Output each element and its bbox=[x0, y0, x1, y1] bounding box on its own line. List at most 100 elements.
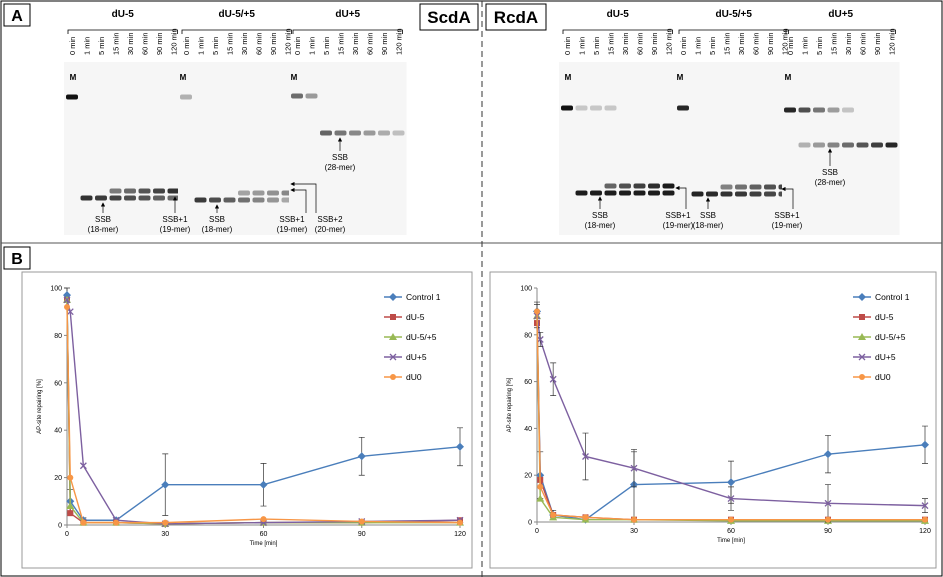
marker-label: M bbox=[291, 73, 298, 82]
y-tick-label: 20 bbox=[54, 475, 62, 482]
gel bbox=[559, 62, 677, 235]
time-label: 120 min bbox=[284, 28, 293, 55]
annotation: SSB+1 bbox=[774, 211, 800, 220]
band bbox=[799, 108, 811, 113]
band bbox=[764, 185, 776, 190]
time-label: 30 min bbox=[844, 32, 853, 55]
legend-marker bbox=[390, 314, 396, 320]
band bbox=[110, 189, 122, 194]
x-tick-label: 90 bbox=[824, 528, 832, 535]
band bbox=[750, 192, 762, 197]
point bbox=[261, 516, 267, 522]
band bbox=[799, 143, 811, 148]
band bbox=[886, 143, 898, 148]
marker-label: M bbox=[70, 73, 77, 82]
time-label: 5 min bbox=[97, 37, 106, 55]
point bbox=[825, 517, 831, 523]
point bbox=[80, 520, 86, 526]
band bbox=[871, 143, 883, 148]
annotation: (18-mer) bbox=[88, 225, 119, 234]
legend-label: dU-5/+5 bbox=[406, 332, 437, 342]
y-tick-label: 80 bbox=[54, 333, 62, 340]
legend-label: dU+5 bbox=[406, 352, 427, 362]
band bbox=[813, 108, 825, 113]
y-tick-label: 0 bbox=[528, 520, 532, 527]
point bbox=[457, 520, 463, 526]
figure: A ScdA RcdA B dU-5M0 min1 min5 min15 min… bbox=[0, 0, 943, 577]
time-label: 30 min bbox=[737, 32, 746, 55]
point bbox=[583, 514, 589, 520]
time-label: 60 min bbox=[141, 32, 150, 55]
band bbox=[692, 192, 704, 197]
group-label: dU-5 bbox=[607, 9, 630, 20]
time-label: 0 min bbox=[786, 37, 795, 55]
time-label: 0 min bbox=[563, 37, 572, 55]
annotation: SSB+1 bbox=[162, 215, 188, 224]
band bbox=[842, 143, 854, 148]
x-tick-label: 30 bbox=[161, 531, 169, 538]
y-tick-label: 80 bbox=[524, 332, 532, 339]
legend-label: Control 1 bbox=[875, 292, 910, 302]
marker-label: M bbox=[565, 73, 572, 82]
band bbox=[590, 191, 602, 196]
time-label: 90 min bbox=[766, 32, 775, 55]
band bbox=[168, 196, 180, 201]
band bbox=[828, 108, 840, 113]
band bbox=[180, 95, 192, 100]
point bbox=[64, 304, 70, 310]
annotation: (28-mer) bbox=[815, 178, 846, 187]
panel-label: A bbox=[11, 8, 23, 25]
band bbox=[648, 191, 660, 196]
legend-marker bbox=[859, 314, 865, 320]
x-tick-label: 90 bbox=[358, 531, 366, 538]
x-tick-label: 120 bbox=[454, 531, 466, 538]
annotation: SSB+1 bbox=[279, 215, 305, 224]
annotation: (18-mer) bbox=[693, 221, 724, 230]
band bbox=[320, 131, 332, 136]
band bbox=[66, 95, 78, 100]
annotation: (19-mer) bbox=[160, 225, 191, 234]
time-label: 120 min bbox=[395, 28, 404, 55]
band bbox=[291, 94, 303, 99]
y-tick-label: 0 bbox=[58, 523, 62, 530]
y-tick-label: 60 bbox=[54, 380, 62, 387]
band bbox=[153, 196, 165, 201]
annotation: SSB bbox=[95, 215, 111, 224]
band bbox=[153, 189, 165, 194]
axis-label: AP-site repairing [%] bbox=[37, 379, 43, 434]
band bbox=[663, 184, 675, 189]
band bbox=[224, 198, 236, 203]
annotation: (18-mer) bbox=[202, 225, 233, 234]
band bbox=[735, 185, 747, 190]
marker-label: M bbox=[180, 73, 187, 82]
y-tick-label: 60 bbox=[524, 379, 532, 386]
gel bbox=[782, 62, 900, 235]
band bbox=[857, 143, 869, 148]
legend-label: dU0 bbox=[406, 372, 422, 382]
point bbox=[631, 517, 637, 523]
band bbox=[393, 131, 405, 136]
band bbox=[139, 189, 151, 194]
legend-label: dU-5 bbox=[875, 312, 894, 322]
time-label: 5 min bbox=[592, 37, 601, 55]
group-label: dU-5/+5 bbox=[219, 9, 256, 20]
time-label: 5 min bbox=[708, 37, 717, 55]
gel bbox=[675, 62, 793, 235]
point bbox=[922, 517, 928, 523]
time-label: 15 min bbox=[337, 32, 346, 55]
annotation: SSB bbox=[700, 211, 716, 220]
legend-label: dU+5 bbox=[875, 352, 896, 362]
band bbox=[677, 106, 689, 111]
point bbox=[534, 308, 540, 314]
time-label: 1 min bbox=[308, 37, 317, 55]
band bbox=[735, 192, 747, 197]
time-label: 30 min bbox=[351, 32, 360, 55]
band bbox=[335, 131, 347, 136]
point bbox=[162, 520, 168, 526]
annotation: (18-mer) bbox=[585, 221, 616, 230]
band bbox=[634, 184, 646, 189]
time-label: 1 min bbox=[578, 37, 587, 55]
time-label: 15 min bbox=[830, 32, 839, 55]
band bbox=[813, 143, 825, 148]
annotation: SSB bbox=[332, 153, 348, 162]
